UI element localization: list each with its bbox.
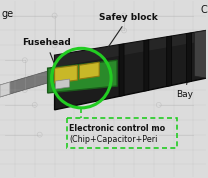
Polygon shape <box>48 60 117 93</box>
Polygon shape <box>54 30 206 110</box>
Polygon shape <box>0 68 58 97</box>
Polygon shape <box>187 33 192 82</box>
Text: Safey block: Safey block <box>99 13 158 58</box>
Circle shape <box>51 71 58 78</box>
Text: Bay: Bay <box>177 75 194 99</box>
Polygon shape <box>194 30 206 78</box>
Polygon shape <box>56 79 69 89</box>
Polygon shape <box>0 82 10 97</box>
Text: C: C <box>201 5 207 15</box>
Polygon shape <box>119 44 124 96</box>
Text: Electronic control mo: Electronic control mo <box>69 124 166 133</box>
Text: Fusehead: Fusehead <box>22 38 71 75</box>
Polygon shape <box>54 30 206 67</box>
Polygon shape <box>167 36 172 86</box>
Bar <box>67 118 177 148</box>
Text: ge: ge <box>2 9 14 19</box>
Text: (Chip+Capacitor+Peri: (Chip+Capacitor+Peri <box>69 135 158 144</box>
Polygon shape <box>144 40 149 91</box>
Polygon shape <box>54 65 77 83</box>
Polygon shape <box>79 62 99 79</box>
